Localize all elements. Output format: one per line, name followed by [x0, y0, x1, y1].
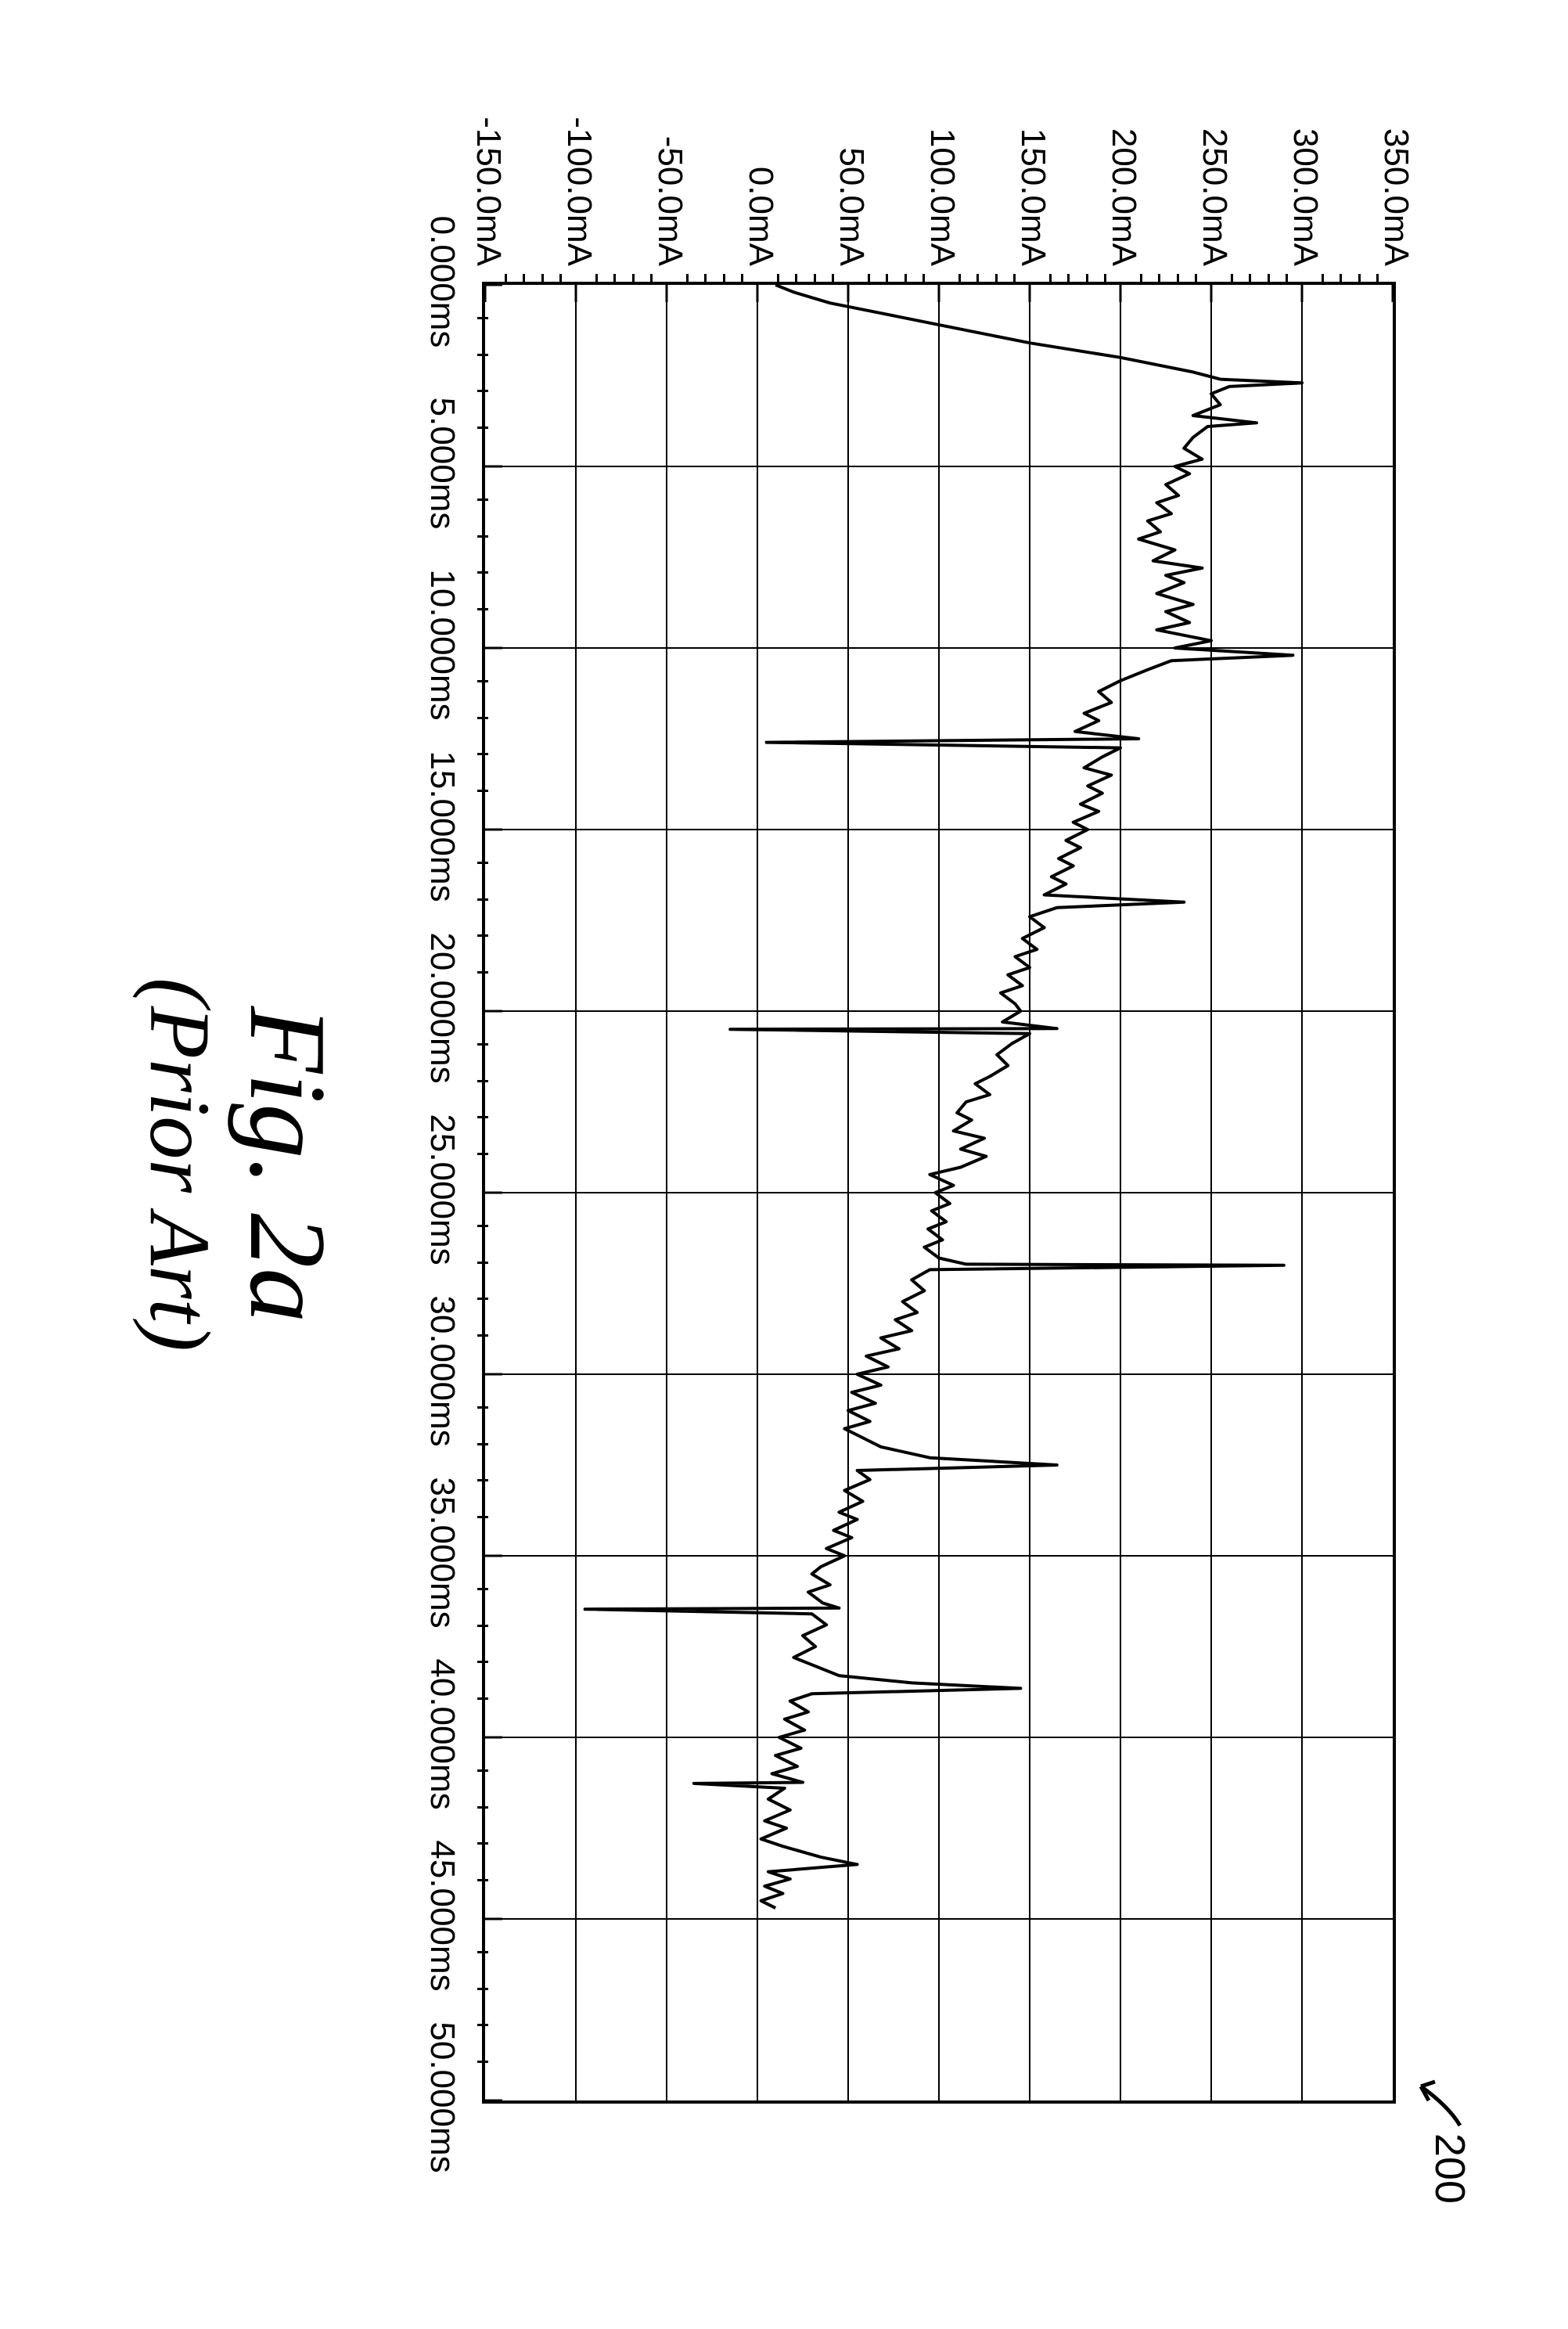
- figure-caption: Fig. 2a (Prior Art): [132, 0, 347, 2329]
- x-tick-label: 45.000ms: [423, 1840, 462, 1991]
- x-minor-tick: [477, 1334, 488, 1337]
- y-axis-ticks: 350.0mA300.0mA250.0mA200.0mA150.0mA100.0…: [488, 0, 1396, 282]
- y-tick-label: -50.0mA: [650, 136, 689, 266]
- x-minor-tick: [477, 390, 488, 392]
- y-tick-label: -100.0mA: [559, 117, 599, 266]
- x-minor-tick: [477, 1697, 488, 1700]
- x-minor-tick: [477, 717, 488, 719]
- x-tick-label: 10.000ms: [423, 569, 462, 720]
- x-minor-tick: [477, 1588, 488, 1590]
- x-minor-tick: [477, 1988, 488, 1990]
- figure-subtitle: (Prior Art): [132, 0, 227, 2329]
- x-minor-tick: [477, 753, 488, 755]
- figure-title: Fig. 2a: [227, 0, 347, 2329]
- y-tick-label: 200.0mA: [1104, 128, 1143, 266]
- x-minor-tick: [477, 1769, 488, 1772]
- x-minor-tick: [477, 898, 488, 901]
- x-minor-tick: [477, 1043, 488, 1046]
- x-minor-tick: [477, 790, 488, 792]
- x-minor-tick: [477, 317, 488, 319]
- chart-plot-area: [482, 282, 1396, 2104]
- x-minor-tick: [477, 934, 488, 937]
- x-tick-label: 25.000ms: [423, 1114, 462, 1265]
- chart-canvas: [485, 285, 1393, 2100]
- x-minor-tick: [477, 1625, 488, 1627]
- x-tick-label: 0.000ms: [423, 216, 462, 348]
- reference-arrow-icon: [1405, 2071, 1468, 2133]
- waveform-line: [585, 285, 1302, 1908]
- x-minor-tick: [477, 1153, 488, 1155]
- x-minor-tick: [477, 1262, 488, 1264]
- x-tick-label: 5.000ms: [423, 398, 462, 530]
- x-axis-ticks: 0.000ms5.000ms10.000ms15.000ms20.000ms25…: [394, 282, 488, 2097]
- x-minor-tick: [477, 1879, 488, 1881]
- x-tick-label: 40.000ms: [423, 1658, 462, 1809]
- x-minor-tick: [477, 535, 488, 538]
- x-minor-tick: [477, 2061, 488, 2063]
- x-minor-tick: [477, 354, 488, 356]
- page-rotated: 200 350.0mA300.0mA250.0mA200.0mA150.0mA1…: [0, 0, 1568, 1568]
- x-minor-tick: [477, 862, 488, 864]
- y-tick-label: 0.0mA: [741, 167, 780, 266]
- x-minor-tick: [477, 1842, 488, 1845]
- x-tick-label: 20.000ms: [423, 932, 462, 1083]
- page-content: 200 350.0mA 300.0mA 250.0mA 200.0mA 150.0mA 1…: [0, 0, 1568, 2329]
- y-tick-label: 300.0mA: [1286, 128, 1325, 266]
- x-minor-tick: [477, 971, 488, 974]
- x-minor-tick: [477, 1080, 488, 1082]
- y-tick-label: 100.0mA: [922, 128, 962, 266]
- x-minor-tick: [477, 499, 488, 501]
- x-minor-tick: [477, 1479, 488, 1481]
- y-tick-label: -150.0mA: [469, 117, 508, 266]
- x-tick-label: 30.000ms: [423, 1295, 462, 1446]
- y-tick-label: 250.0mA: [1195, 128, 1234, 266]
- y-tick-label: 350.0mA: [1376, 128, 1415, 266]
- x-minor-tick: [477, 608, 488, 610]
- x-tick-label: 15.000ms: [423, 751, 462, 902]
- x-minor-tick: [477, 1298, 488, 1300]
- y-tick-label: 50.0mA: [832, 147, 871, 266]
- figure-reference-number: 200: [1426, 2133, 1473, 2204]
- x-minor-tick: [477, 1406, 488, 1409]
- x-minor-tick: [477, 427, 488, 429]
- x-minor-tick: [477, 680, 488, 682]
- x-tick-label: 50.000ms: [423, 2021, 462, 2172]
- x-minor-tick: [477, 571, 488, 574]
- figure-reference-badge: 200: [1426, 2133, 1474, 2204]
- x-minor-tick: [477, 1116, 488, 1118]
- x-minor-tick: [477, 2024, 488, 2026]
- x-minor-tick: [477, 1443, 488, 1445]
- x-minor-tick: [477, 1516, 488, 1518]
- x-minor-tick: [477, 1661, 488, 1663]
- x-minor-tick: [477, 1951, 488, 1953]
- x-minor-tick: [477, 1225, 488, 1227]
- x-minor-tick: [477, 1806, 488, 1809]
- x-tick-label: 35.000ms: [423, 1477, 462, 1628]
- y-tick-label: 150.0mA: [1013, 128, 1052, 266]
